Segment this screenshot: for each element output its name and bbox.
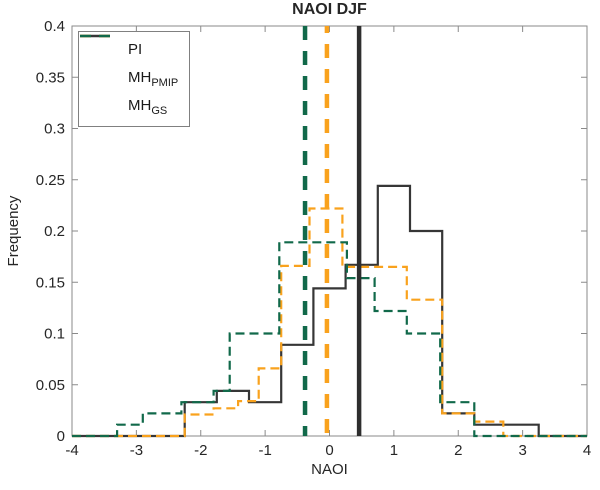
x-tick-label: 3 <box>518 442 526 459</box>
legend-item-subscript: GS <box>151 105 168 117</box>
legend: PI MHPMIP MHGS <box>78 31 190 127</box>
y-tick-label: 0.35 <box>36 69 65 86</box>
legend-item-pi: PI <box>80 34 189 65</box>
y-tick-label: 0.05 <box>36 377 65 394</box>
y-tick-label: 0.25 <box>36 172 65 189</box>
x-tick-label: -3 <box>130 442 143 459</box>
y-tick-label: 0.15 <box>36 274 65 291</box>
axes-layer: -4 -3 -2 -1 0 1 2 3 4 0 0.05 0.1 0.15 0.2 0.25 0.3 0.35 0… <box>36 18 591 459</box>
legend-sample-line <box>80 34 110 38</box>
legend-item-label: MHGS <box>128 97 168 117</box>
x-tick-label: 0 <box>325 442 333 459</box>
y-tick-label: 0.1 <box>44 326 65 343</box>
series-layer <box>72 184 587 438</box>
legend-line-pi <box>80 34 121 55</box>
x-tick-label: -1 <box>258 442 271 459</box>
x-tick-label: 4 <box>583 442 591 459</box>
y-tick-label: 0.4 <box>44 18 65 35</box>
y-tick-label: 0.3 <box>44 121 65 138</box>
x-tick-label: -4 <box>65 442 78 459</box>
legend-item-label: MHPMIP <box>128 69 179 89</box>
legend-item-subscript: PMIP <box>151 77 179 89</box>
x-tick-label: 1 <box>390 442 398 459</box>
y-tick-label: 0 <box>57 428 65 445</box>
x-tick-label: -2 <box>194 442 207 459</box>
series-PI <box>72 184 587 438</box>
series-MH_PMIP <box>72 207 587 438</box>
y-axis-label: Frequency <box>5 195 22 266</box>
y-tick-label: 0.2 <box>44 223 65 240</box>
legend-line-mh-gs <box>80 34 121 111</box>
series-MH_GS <box>72 241 587 438</box>
legend-item-mh-gs: MHGS <box>80 34 189 121</box>
x-axis-label: NAOI <box>311 461 348 478</box>
legend-item-mh-pmip: MHPMIP <box>80 34 189 93</box>
chart-title: NAOI DJF <box>292 1 367 18</box>
legend-line-mh-pmip <box>80 34 121 83</box>
x-tick-label: 2 <box>454 442 462 459</box>
vlines-layer <box>302 26 362 436</box>
legend-item-label: PI <box>128 41 143 58</box>
